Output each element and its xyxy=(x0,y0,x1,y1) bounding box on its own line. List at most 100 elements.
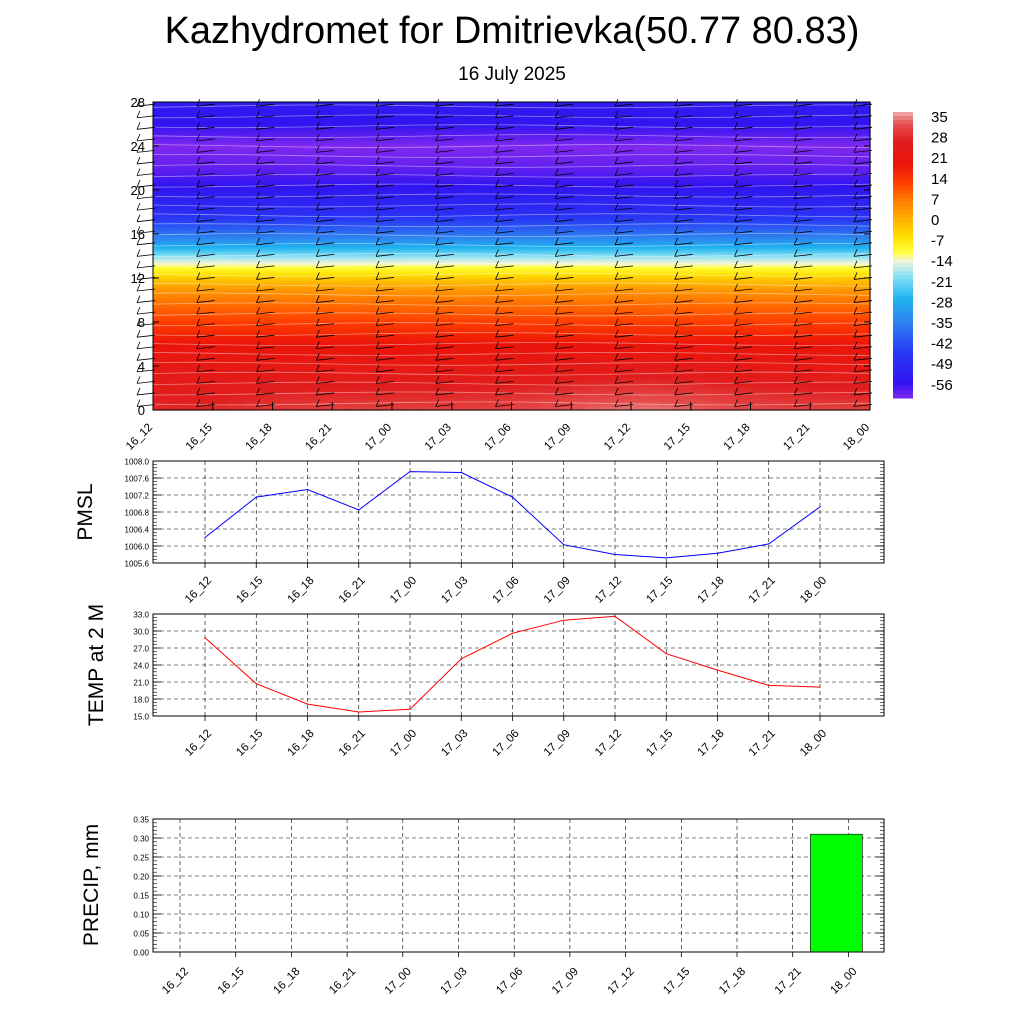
heatmap-cell xyxy=(616,240,632,243)
heatmap-cell xyxy=(795,350,811,353)
heatmap-cell xyxy=(197,322,214,325)
heatmap-cell xyxy=(855,286,871,289)
heatmap-cell xyxy=(810,230,826,233)
heatmap-cell xyxy=(167,294,184,297)
heatmap-cell xyxy=(825,228,841,231)
heatmap-cell xyxy=(795,322,811,325)
heatmap-cell xyxy=(347,282,363,285)
heatmap-cell xyxy=(675,326,692,329)
heatmap-cell xyxy=(257,244,274,247)
heatmap-cell xyxy=(601,322,617,325)
heatmap-cell xyxy=(735,278,752,281)
heatmap-cell xyxy=(347,320,363,323)
heatmap-cell xyxy=(855,342,871,345)
heatmap-cell xyxy=(825,220,841,223)
heatmap-cell xyxy=(795,326,811,329)
heatmap-cell xyxy=(197,328,214,331)
heatmap-cell xyxy=(436,346,453,349)
heatmap-cell xyxy=(242,394,259,397)
heatmap-cell xyxy=(526,250,542,253)
heatmap-cell xyxy=(541,346,557,349)
heatmap-cell xyxy=(257,314,274,317)
heatmap-cell xyxy=(735,276,752,279)
heatmap-cell xyxy=(601,208,617,211)
heatmap-cell xyxy=(645,216,662,219)
heatmap-cell xyxy=(481,318,498,321)
heatmap-cell xyxy=(347,296,363,299)
heatmap-cell xyxy=(601,358,617,361)
heatmap-cell xyxy=(362,216,378,219)
heatmap-cell xyxy=(675,290,692,293)
heatmap-cell xyxy=(481,382,498,385)
heatmap-cell xyxy=(810,358,826,361)
heatmap-cell xyxy=(750,288,767,291)
heatmap-cell xyxy=(765,296,781,299)
heatmap-cell xyxy=(810,294,826,297)
heatmap-cell xyxy=(496,246,513,249)
heatmap-cell xyxy=(750,402,767,405)
heatmap-cell xyxy=(840,298,856,301)
heatmap-cell xyxy=(242,264,259,267)
heatmap-cell xyxy=(302,296,318,299)
heatmap-cell xyxy=(571,282,587,285)
heatmap-cell xyxy=(167,290,184,293)
heatmap-cell xyxy=(631,406,647,409)
heatmap-cell xyxy=(392,334,408,337)
heatmap-cell xyxy=(347,268,363,271)
heatmap-cell xyxy=(317,246,333,249)
heatmap-cell xyxy=(750,340,767,343)
heatmap-cell xyxy=(212,272,229,275)
heatmap-cell xyxy=(362,338,378,341)
heatmap-cell xyxy=(720,300,737,303)
heatmap-cell xyxy=(780,388,796,391)
heatmap-cell xyxy=(167,358,184,361)
heatmap-cell xyxy=(302,338,318,341)
heatmap-cell xyxy=(825,284,841,287)
heatmap-cell xyxy=(257,354,274,357)
heatmap-cell xyxy=(631,250,647,253)
heatmap-cell xyxy=(571,276,587,279)
heatmap-cell xyxy=(631,228,647,231)
heatmap-cell xyxy=(347,256,363,259)
heatmap-cell xyxy=(855,366,871,369)
heatmap-cell xyxy=(317,316,333,319)
heatmap-cell xyxy=(660,214,677,217)
heatmap-cell xyxy=(406,288,423,291)
heatmap-cell xyxy=(825,268,841,271)
heatmap-cell xyxy=(571,232,587,235)
heatmap-cell xyxy=(720,296,737,299)
heatmap-cell xyxy=(825,208,841,211)
heatmap-cell xyxy=(257,340,274,343)
heatmap-cell xyxy=(556,228,572,231)
heatmap-cell xyxy=(332,350,348,353)
heatmap-cell xyxy=(660,374,677,377)
heatmap-cell xyxy=(616,306,632,309)
heatmap-cell xyxy=(287,328,303,331)
heatmap-cell xyxy=(466,262,483,265)
heatmap-cell xyxy=(287,288,303,291)
heatmap-cell xyxy=(660,256,677,259)
heatmap-cell xyxy=(466,310,483,313)
heatmap-cell xyxy=(362,326,378,329)
heatmap-cell xyxy=(496,216,513,219)
heatmap-cell xyxy=(556,316,572,319)
heatmap-cell xyxy=(212,342,229,345)
heatmap-cell xyxy=(750,302,767,305)
heatmap-cell xyxy=(257,272,274,275)
heatmap-cell xyxy=(511,220,528,223)
heatmap-cell xyxy=(436,374,453,377)
heatmap-cell xyxy=(511,392,528,395)
heatmap-cell xyxy=(855,380,871,383)
heatmap-cell xyxy=(541,218,557,221)
heatmap-cell xyxy=(675,330,692,333)
heatmap-cell xyxy=(496,308,513,311)
heatmap-cell xyxy=(212,318,229,321)
heatmap-cell xyxy=(571,310,587,313)
heatmap-cell xyxy=(511,228,528,231)
heatmap-cell xyxy=(840,402,856,405)
heatmap-cell xyxy=(571,352,587,355)
heatmap-cell xyxy=(571,256,587,259)
heatmap-cell xyxy=(496,376,513,379)
heatmap-cell xyxy=(362,322,378,325)
heatmap-cell xyxy=(317,348,333,351)
